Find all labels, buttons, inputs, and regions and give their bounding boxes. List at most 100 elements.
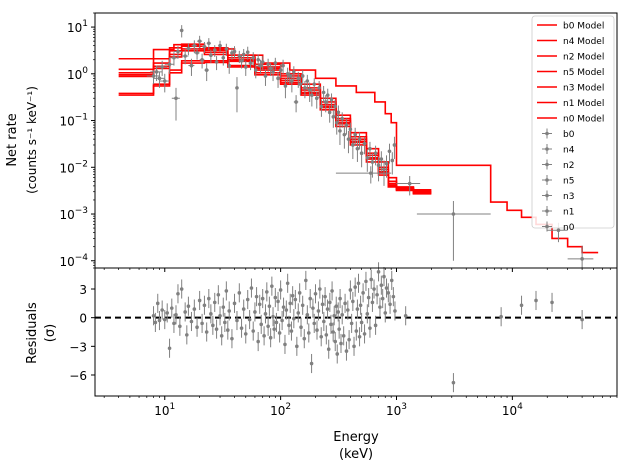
residual-marker	[254, 294, 259, 299]
residual-point	[219, 326, 224, 346]
residual-point	[287, 315, 291, 335]
residual-point	[451, 373, 456, 393]
residual-point	[368, 318, 372, 338]
residual-marker	[499, 314, 503, 319]
data-point-marker	[276, 76, 280, 81]
legend-entry-data: b0	[542, 128, 575, 140]
residual-marker	[272, 327, 276, 331]
residual-point	[384, 278, 389, 298]
data-point-marker	[390, 158, 395, 163]
residual-point	[305, 305, 310, 325]
residual-marker	[280, 318, 284, 323]
legend-label: n4 Model	[563, 37, 604, 47]
residual-marker	[268, 335, 273, 340]
data-point	[204, 63, 209, 82]
residual-marker	[379, 283, 384, 287]
data-point	[340, 112, 345, 128]
bottom-y-tick-label: 3	[79, 283, 87, 297]
residual-point	[403, 306, 408, 326]
residual-point	[343, 293, 347, 313]
residual-point	[235, 310, 239, 331]
data-point-marker	[333, 104, 337, 109]
residual-point	[245, 289, 250, 310]
residual-point	[359, 312, 364, 332]
residual-marker	[364, 279, 368, 284]
residual-point	[335, 344, 340, 364]
x-tick-label: 104	[502, 402, 523, 418]
legend-label: n4	[563, 146, 575, 156]
residual-point	[313, 284, 318, 304]
data-point-marker	[227, 63, 232, 68]
residual-marker	[189, 319, 194, 324]
data-point	[235, 77, 239, 113]
residual-marker	[347, 337, 351, 342]
residual-marker	[313, 291, 318, 296]
bottom-ylabel-line2: (σ)	[43, 324, 58, 342]
data-point-marker	[384, 161, 389, 166]
residual-point	[311, 298, 315, 318]
legend-swatch-marker	[545, 178, 549, 182]
data-point	[159, 73, 170, 93]
data-point-marker	[392, 143, 397, 147]
residual-point	[186, 296, 191, 316]
data-point-marker	[241, 52, 246, 57]
residual-point	[364, 271, 368, 291]
residual-marker	[352, 344, 356, 349]
residual-marker	[320, 302, 325, 307]
residual-point	[329, 314, 333, 334]
residual-point	[227, 301, 232, 321]
data-point-marker	[355, 146, 360, 151]
residual-point	[297, 283, 302, 303]
data-point	[355, 140, 360, 162]
legend-swatch-marker	[545, 193, 549, 198]
residual-marker	[200, 321, 204, 326]
data-point	[283, 78, 288, 99]
residual-point	[386, 283, 391, 303]
residual-point	[265, 282, 269, 302]
residual-point	[169, 298, 174, 318]
data-point-marker	[317, 86, 321, 90]
residual-marker	[243, 332, 248, 336]
residual-point	[330, 281, 334, 301]
residual-point	[174, 305, 178, 325]
residual-point	[274, 312, 279, 332]
residual-marker	[179, 287, 184, 291]
data-point	[312, 78, 317, 93]
residual-point	[338, 289, 342, 309]
residual-marker	[362, 332, 367, 336]
legend-entry-model: n4 Model	[537, 37, 604, 47]
residual-marker	[451, 380, 456, 385]
residual-marker	[207, 296, 211, 301]
residual-point	[519, 295, 524, 315]
residual-marker	[337, 327, 341, 331]
data-point	[390, 152, 395, 175]
residual-marker	[219, 334, 224, 338]
residual-marker	[249, 286, 254, 290]
residual-marker	[223, 320, 227, 325]
residual-point	[288, 293, 293, 313]
residual-marker	[373, 323, 378, 328]
residual-marker	[165, 311, 170, 315]
residual-marker	[281, 305, 286, 309]
data-point	[310, 87, 314, 107]
legend-swatch-marker	[545, 224, 549, 229]
residual-point	[375, 285, 379, 305]
residual-marker	[169, 306, 174, 310]
residual-point	[293, 289, 298, 310]
residual-point	[276, 291, 280, 311]
residual-marker	[306, 331, 311, 335]
data-point	[248, 57, 253, 71]
data-point-marker	[212, 48, 217, 52]
data-point	[567, 245, 594, 268]
data-point-marker	[325, 93, 330, 97]
residual-point	[268, 328, 273, 348]
residual-point	[195, 317, 199, 337]
residual-point	[356, 273, 361, 293]
top-y-tick-label: 10−4	[59, 253, 88, 269]
residual-point	[259, 314, 264, 334]
data-point	[194, 47, 200, 60]
data-point	[373, 145, 378, 166]
residual-marker	[332, 313, 337, 318]
residual-marker	[354, 329, 359, 333]
residual-point	[239, 318, 244, 338]
